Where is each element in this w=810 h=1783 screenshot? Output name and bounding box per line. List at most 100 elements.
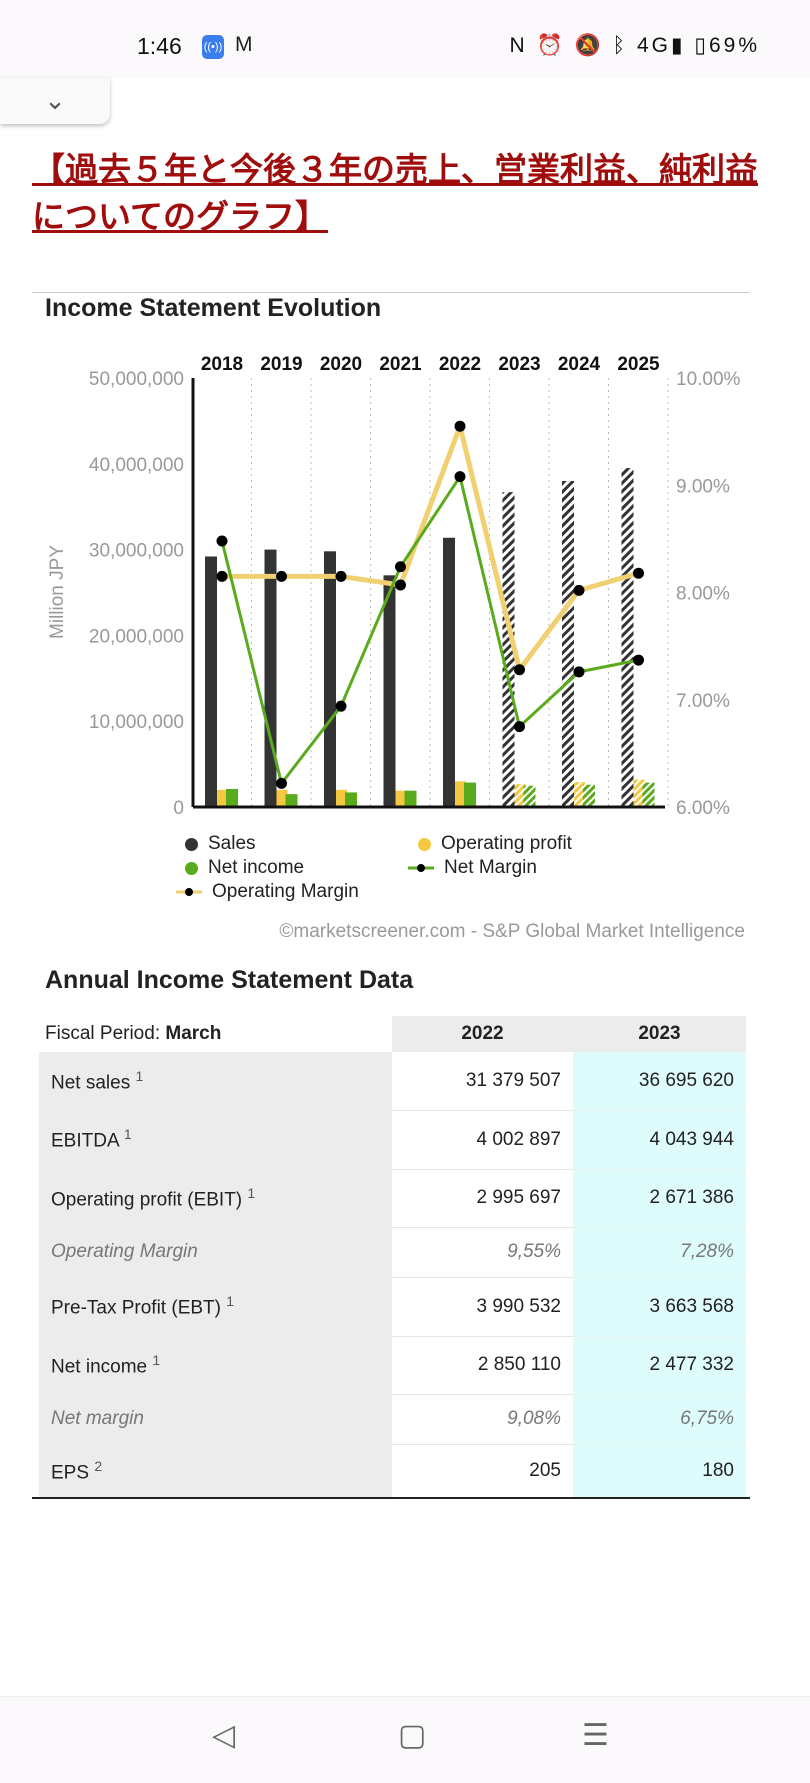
- operating-margin-point: [454, 420, 466, 432]
- x-tick-label: 2021: [379, 354, 422, 375]
- bar-sales: [383, 575, 396, 807]
- footnote-marker: 2: [94, 1457, 103, 1474]
- income-chart: 2018 2019 2020 2021 2022 2023 2024 2025 0 10,000,…: [47, 354, 741, 819]
- row-label: Net sales 1: [39, 1052, 392, 1110]
- x-tick-label: 2020: [320, 354, 362, 375]
- y2-tick-label: 7.00%: [676, 691, 730, 712]
- bluetooth-icon: ᛒ: [612, 34, 629, 57]
- system-icons: N ⏰ 🔕 ᛒ 4G▮ ▯69%: [510, 33, 760, 58]
- operating-margin-point: [216, 570, 228, 582]
- cell-2022: 2 995 697: [392, 1169, 573, 1228]
- net-margin-point: [454, 471, 466, 483]
- bar-operating-profit: [633, 779, 645, 807]
- bar-sales: [324, 551, 336, 807]
- y-tick-label: 30,000,000: [89, 541, 184, 562]
- table-row: EPS 2 205 180: [39, 1444, 746, 1499]
- row-label: Operating Margin: [39, 1227, 392, 1277]
- legend-net-income: Net income: [185, 857, 304, 879]
- legend-operating-margin: Operating Margin: [176, 881, 359, 903]
- chart-container: [32, 292, 750, 943]
- home-icon[interactable]: ▢: [398, 1719, 427, 1752]
- cell-2023: 6,75%: [573, 1394, 746, 1445]
- footnote-marker: 1: [226, 1293, 235, 1310]
- footnote-marker: 1: [135, 1067, 144, 1084]
- legend-line-icon: [176, 888, 202, 896]
- cell-2023: 4 043 944: [573, 1110, 746, 1170]
- y-tick-label: 10,000,000: [89, 712, 184, 733]
- legend-operating-profit: Operating profit: [418, 833, 572, 855]
- chevron-down-icon: ⌄: [44, 85, 66, 115]
- back-icon[interactable]: ◁: [212, 1719, 236, 1752]
- row-label: EPS 2: [39, 1444, 392, 1498]
- cell-2023: 2 477 332: [573, 1336, 746, 1395]
- bar-net-income: [523, 785, 536, 807]
- bar-operating-profit: [336, 789, 347, 807]
- y-axis-label: Million JPY: [47, 545, 68, 639]
- battery-icon: ▯: [694, 34, 709, 57]
- row-label: Net income 1: [39, 1336, 392, 1394]
- bar-net-income: [345, 792, 357, 807]
- gmail-icon: M: [235, 33, 253, 56]
- operating-margin-point: [335, 570, 347, 582]
- operating-margin-point: [633, 567, 644, 579]
- bar-sales: [443, 537, 455, 807]
- bar-operating-profit: [217, 789, 228, 807]
- bar-sales: [621, 468, 634, 807]
- net-margin-point: [335, 700, 347, 712]
- bar-net-income: [404, 790, 417, 807]
- bar-operating-profit: [574, 782, 585, 807]
- battery-level: 69%: [708, 34, 760, 57]
- article-heading-link[interactable]: 【過去５年と今後３年の売上、営業利益、純利益についてのグラフ】: [32, 151, 758, 235]
- footnote-marker: 1: [123, 1126, 132, 1143]
- cell-2023: 3 663 568: [573, 1277, 746, 1337]
- status-bar: [0, 0, 810, 78]
- row-label: Operating profit (EBIT) 1: [39, 1169, 392, 1227]
- y-tick-label: 0: [173, 798, 184, 819]
- cell-2022: 205: [392, 1444, 573, 1499]
- chart-title: Income Statement Evolution: [45, 294, 382, 322]
- y2-tick-label: 8.00%: [676, 584, 730, 605]
- legend-dot-icon: [418, 837, 431, 851]
- cell-2022: 31 379 507: [392, 1052, 573, 1111]
- bar-net-income: [583, 784, 595, 807]
- bar-sales: [264, 549, 277, 807]
- bar-net-income: [285, 794, 298, 807]
- row-label: Pre-Tax Profit (EBT) 1: [39, 1277, 392, 1336]
- x-tick-label: 2025: [617, 354, 660, 375]
- net-margin-point: [633, 654, 644, 666]
- bar-operating-profit: [455, 781, 466, 807]
- cell-2022: 9,08%: [392, 1394, 573, 1445]
- x-tick-label: 2019: [260, 354, 302, 375]
- legend-dot-icon: [185, 837, 198, 851]
- table-row: Net sales 1 31 379 507 36 695 620: [39, 1052, 746, 1111]
- row-label: EBITDA 1: [39, 1110, 392, 1169]
- cell-2023: 180: [573, 1444, 746, 1499]
- bar-sales: [502, 492, 515, 807]
- recents-icon[interactable]: ☰: [582, 1719, 609, 1752]
- legend-dot-icon: [185, 861, 198, 875]
- alarm-icon: ⏰: [536, 34, 566, 57]
- bar-operating-profit: [276, 789, 288, 807]
- collapse-button[interactable]: ⌄: [0, 78, 110, 124]
- x-tick-label: 2023: [498, 354, 540, 375]
- fiscal-period-header: Fiscal Period: March: [39, 1016, 392, 1052]
- table-row: Net margin 9,08% 6,75%: [39, 1394, 746, 1445]
- bar-sales: [562, 480, 574, 807]
- table-bottom-rule: [32, 1497, 750, 1499]
- bar-operating-profit: [395, 790, 407, 807]
- y-tick-label: 50,000,000: [89, 369, 184, 390]
- y2-tick-label: 6.00%: [676, 798, 730, 819]
- bar-net-income: [464, 782, 476, 807]
- cell-2023: 36 695 620: [573, 1052, 746, 1111]
- navigation-bar: [0, 1696, 810, 1783]
- operating-margin-line: [222, 423, 640, 673]
- footnote-marker: 1: [152, 1351, 161, 1368]
- net-margin-point: [514, 721, 525, 733]
- bar-sales: [205, 556, 217, 807]
- cell-2022: 2 850 110: [392, 1336, 573, 1395]
- column-header: 2023: [573, 1016, 746, 1052]
- hotspot-icon: ((•)): [202, 35, 224, 59]
- table-title: Annual Income Statement Data: [45, 966, 414, 994]
